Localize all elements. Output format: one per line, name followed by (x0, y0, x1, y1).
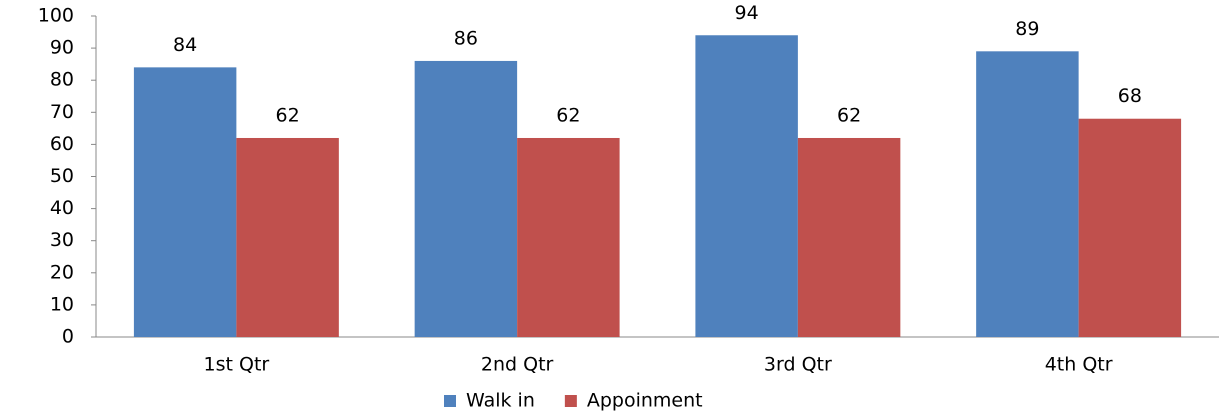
y-tick-label: 90 (50, 37, 74, 59)
y-tick-label: 20 (50, 261, 74, 283)
y-tick-label: 0 (62, 326, 74, 348)
data-label: 62 (556, 104, 580, 126)
bar (1078, 118, 1182, 337)
y-tick-label: 60 (50, 133, 74, 155)
y-tick-label: 50 (50, 165, 74, 187)
data-label: 94 (735, 2, 759, 24)
x-tick-label: 4th Qtr (1045, 354, 1113, 376)
bar (133, 67, 237, 338)
data-label: 84 (173, 34, 197, 56)
bar (517, 137, 620, 337)
data-label: 89 (1015, 18, 1039, 40)
bar (236, 137, 339, 337)
legend-label: Walk in (466, 390, 535, 412)
y-tick-label: 10 (50, 293, 74, 315)
x-tick-label: 1st Qtr (204, 354, 270, 376)
legend-swatch (444, 395, 456, 407)
data-label: 68 (1118, 85, 1142, 107)
x-tick-label: 2nd Qtr (481, 354, 554, 376)
bar (797, 137, 901, 337)
legend-label: Appoinment (587, 390, 703, 412)
data-label: 86 (454, 27, 478, 49)
bar (976, 51, 1079, 338)
y-tick-label: 40 (50, 197, 74, 219)
data-label: 62 (837, 104, 861, 126)
y-tick-label: 70 (50, 101, 74, 123)
y-tick-label: 80 (50, 69, 74, 91)
bar (695, 35, 798, 337)
bar (414, 60, 518, 337)
y-tick-label: 30 (50, 229, 74, 251)
data-label: 62 (276, 104, 300, 126)
x-tick-label: 3rd Qtr (764, 354, 832, 376)
legend-swatch (564, 395, 577, 407)
y-tick-label: 100 (38, 5, 74, 27)
